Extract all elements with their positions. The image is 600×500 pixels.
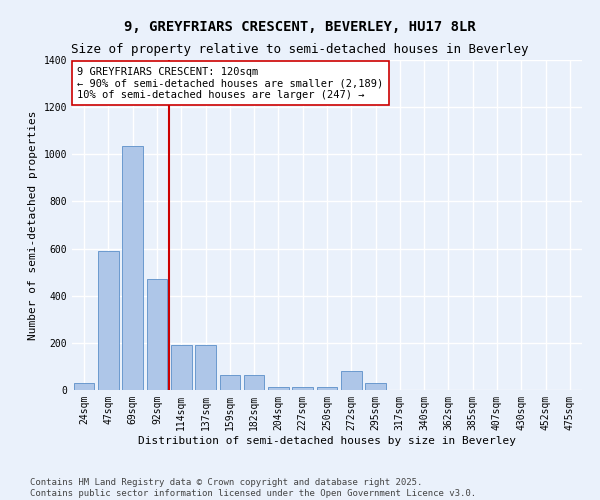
- Bar: [122, 146, 143, 390]
- Bar: [195, 345, 216, 390]
- Text: Contains HM Land Registry data © Crown copyright and database right 2025.
Contai: Contains HM Land Registry data © Crown c…: [30, 478, 476, 498]
- Bar: [268, 387, 289, 390]
- Text: 9 GREYFRIARS CRESCENT: 120sqm
← 90% of semi-detached houses are smaller (2,189)
: 9 GREYFRIARS CRESCENT: 120sqm ← 90% of s…: [77, 66, 383, 100]
- Bar: [317, 387, 337, 390]
- Bar: [98, 251, 119, 390]
- Bar: [74, 384, 94, 390]
- Bar: [171, 344, 191, 390]
- Y-axis label: Number of semi-detached properties: Number of semi-detached properties: [28, 110, 38, 340]
- Bar: [220, 374, 240, 390]
- Bar: [292, 387, 313, 390]
- Bar: [365, 384, 386, 390]
- Bar: [341, 371, 362, 390]
- Text: Size of property relative to semi-detached houses in Beverley: Size of property relative to semi-detach…: [71, 42, 529, 56]
- Bar: [244, 374, 265, 390]
- Bar: [146, 279, 167, 390]
- Text: 9, GREYFRIARS CRESCENT, BEVERLEY, HU17 8LR: 9, GREYFRIARS CRESCENT, BEVERLEY, HU17 8…: [124, 20, 476, 34]
- X-axis label: Distribution of semi-detached houses by size in Beverley: Distribution of semi-detached houses by …: [138, 436, 516, 446]
